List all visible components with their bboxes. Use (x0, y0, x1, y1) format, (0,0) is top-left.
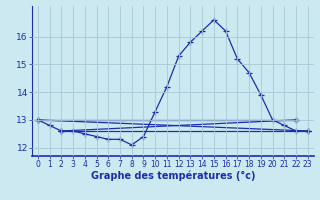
X-axis label: Graphe des températures (°c): Graphe des températures (°c) (91, 171, 255, 181)
